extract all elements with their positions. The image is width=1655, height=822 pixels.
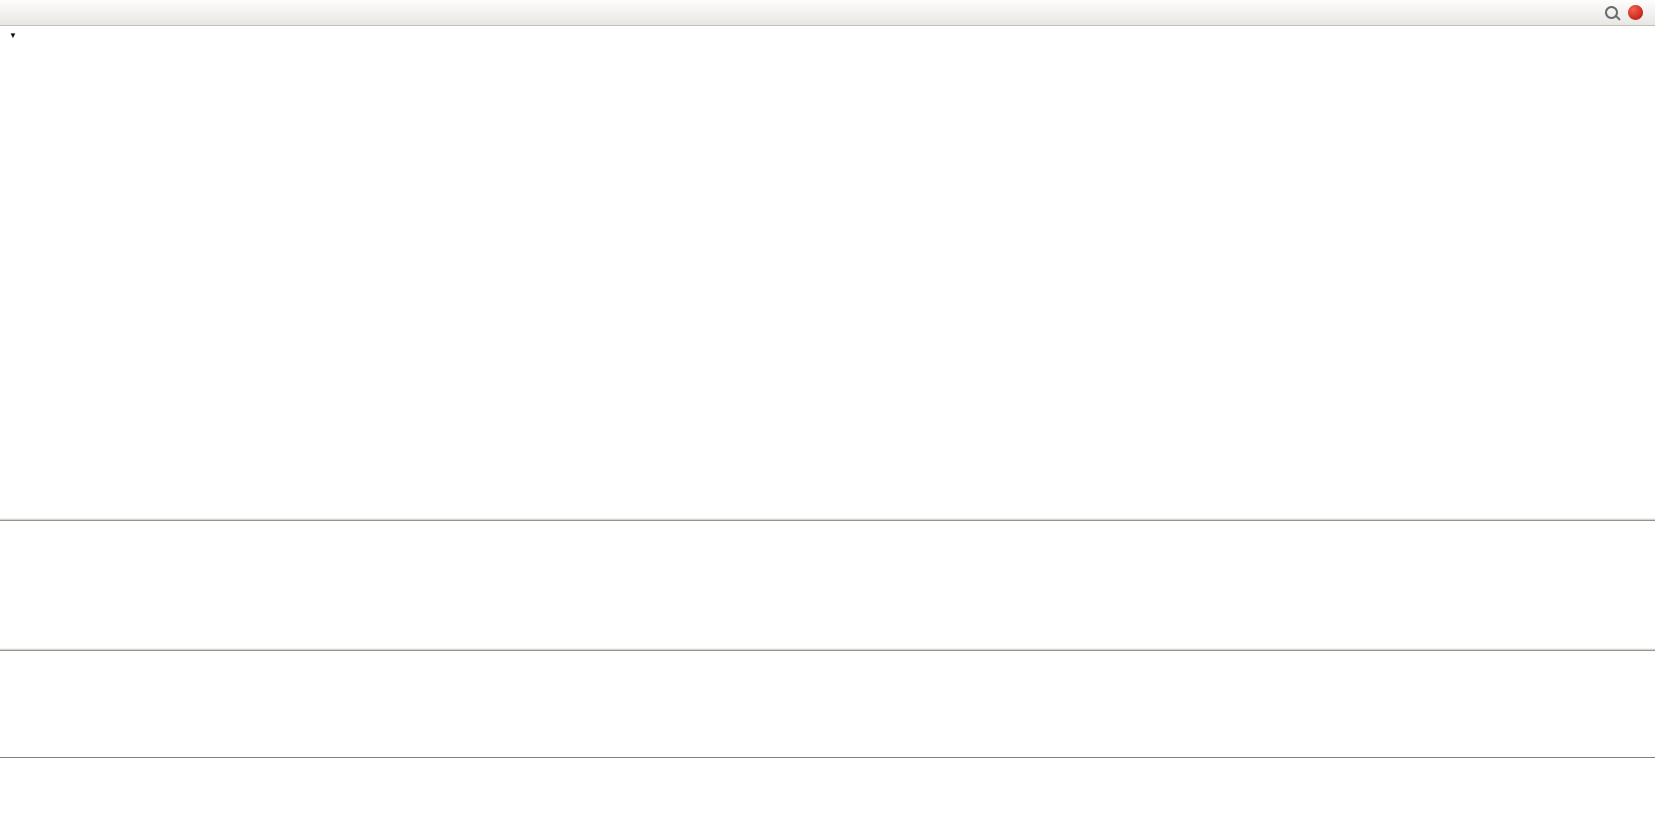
time-axis[interactable] (0, 757, 1655, 781)
chart-title: ▼ (6, 31, 55, 40)
search-icon[interactable] (1605, 6, 1618, 19)
macd-panel-canvas[interactable] (0, 521, 1655, 648)
chart-window: ▼ (0, 26, 1655, 781)
notification-badge[interactable] (1628, 5, 1643, 20)
rsi-panel-canvas[interactable] (0, 651, 1655, 757)
toolbar (0, 0, 1655, 26)
expand-triangle-icon[interactable]: ▼ (9, 31, 17, 40)
panel-splitter[interactable] (0, 648, 1655, 651)
panel-splitter[interactable] (0, 518, 1655, 521)
window-background (0, 780, 1655, 822)
toolbar-right (1605, 5, 1651, 20)
main-chart-canvas[interactable] (0, 28, 1655, 518)
